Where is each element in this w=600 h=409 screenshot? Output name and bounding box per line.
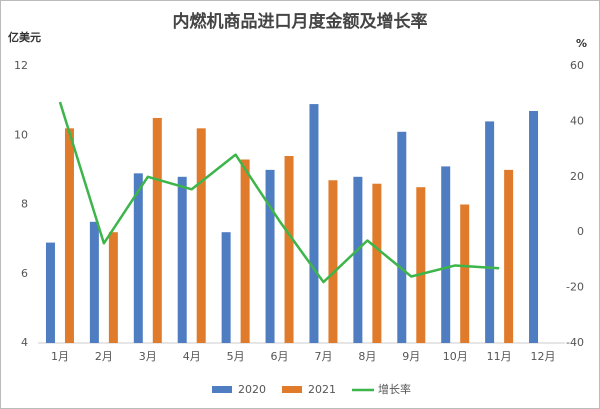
y-tick-label: 6	[21, 267, 28, 280]
legend-label: 2021	[308, 383, 336, 396]
bar	[284, 156, 294, 343]
legend-swatch	[212, 386, 232, 393]
x-tick-label: 12月	[531, 350, 556, 363]
bar	[45, 242, 55, 343]
bar	[504, 169, 514, 343]
y-axis-label: 亿美元	[8, 30, 41, 44]
bar	[64, 128, 74, 343]
bar	[441, 166, 451, 343]
bar	[416, 187, 426, 343]
bar	[460, 204, 470, 343]
x-tick-label: 10月	[443, 350, 468, 363]
bar	[485, 121, 495, 344]
bar	[353, 176, 363, 343]
y2-tick-label: 60	[570, 59, 584, 72]
bar	[372, 183, 382, 343]
bar	[265, 169, 275, 343]
bar	[328, 180, 338, 343]
bar	[309, 104, 319, 344]
x-tick-label: 3月	[139, 350, 157, 363]
y-tick-label: 12	[14, 59, 28, 72]
bar	[152, 117, 162, 343]
bar	[196, 128, 206, 343]
bar	[89, 221, 99, 343]
x-tick-label: 1月	[51, 350, 69, 363]
bar	[177, 176, 187, 343]
chart-title: 内燃机商品进口月度金额及增长率	[173, 11, 428, 32]
y2-tick-label: 20	[570, 170, 584, 183]
y-tick-label: 8	[21, 198, 28, 211]
line	[58, 101, 500, 284]
bar	[133, 173, 143, 343]
x-tick-label: 6月	[271, 350, 289, 363]
x-tick-label: 7月	[314, 350, 332, 363]
legend-label: 2020	[238, 383, 266, 396]
x-tick-label: 8月	[358, 350, 376, 363]
y2-tick-label: -20	[566, 281, 584, 294]
bar	[221, 232, 231, 343]
legend-swatch	[282, 386, 302, 393]
bar	[108, 232, 118, 343]
x-tick-label: 4月	[183, 350, 201, 363]
x-tick-label: 9月	[402, 350, 420, 363]
legend-label: 增长率	[378, 382, 411, 396]
y2-tick-label: 40	[570, 114, 584, 127]
x-tick-label: 11月	[487, 350, 512, 363]
x-tick-label: 2月	[95, 350, 113, 363]
y2-tick-label: -40	[566, 336, 584, 349]
bar	[240, 159, 250, 343]
bar	[397, 131, 407, 343]
x-tick-label: 5月	[227, 350, 245, 363]
bar	[529, 111, 539, 343]
y-tick-label: 10	[14, 128, 28, 141]
y-tick-label: 4	[21, 336, 28, 349]
y2-tick-label: 0	[577, 225, 584, 238]
y2-axis-label: %	[576, 37, 587, 50]
